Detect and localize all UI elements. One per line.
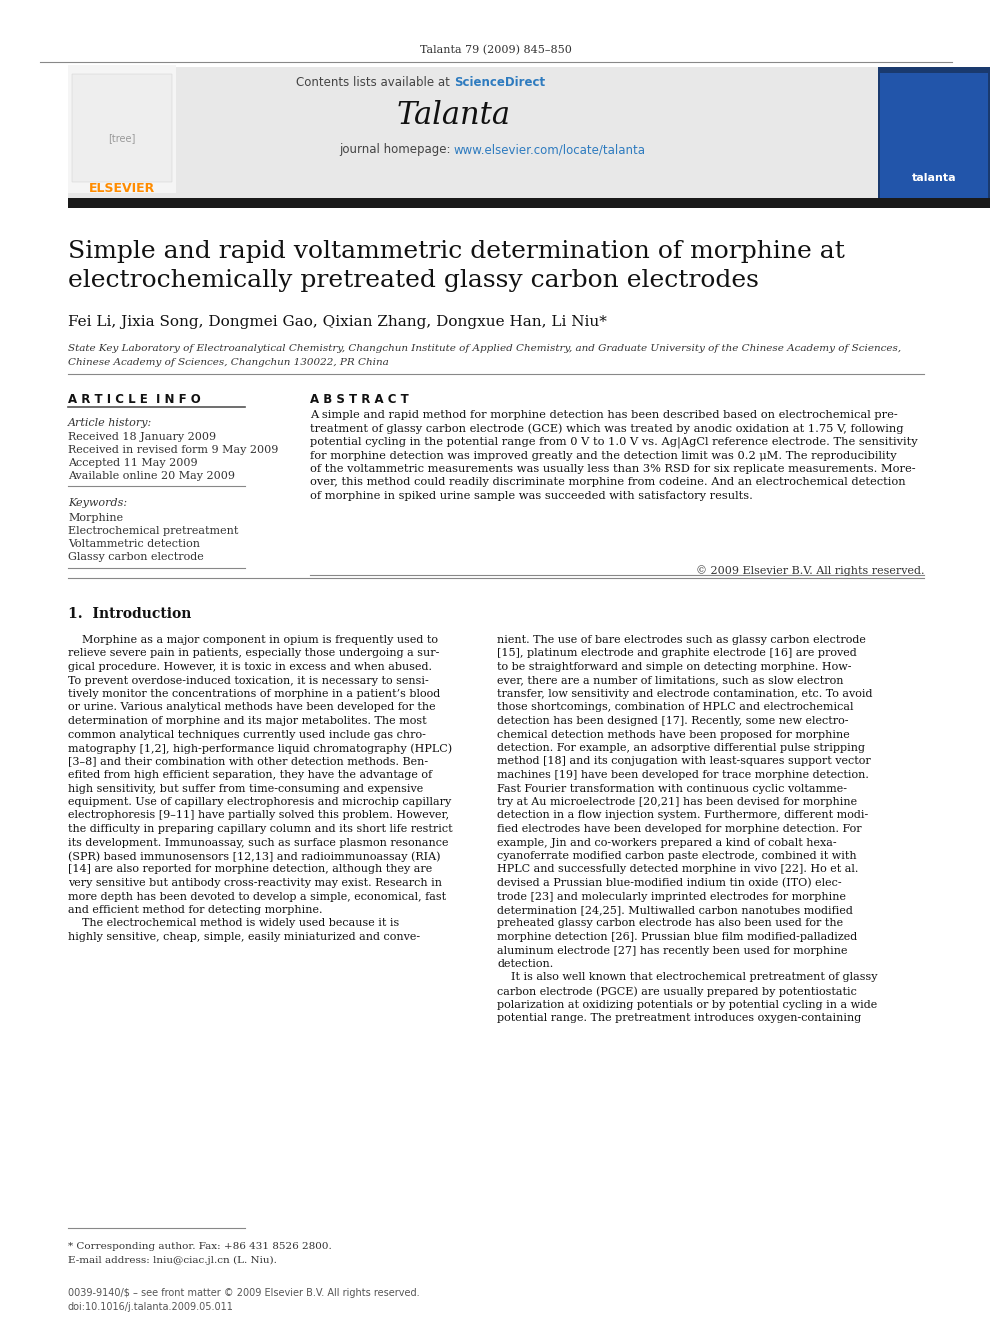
Text: Received 18 January 2009: Received 18 January 2009 [68, 433, 216, 442]
Text: HPLC and successfully detected morphine in vivo [22]. Ho et al.: HPLC and successfully detected morphine … [497, 864, 858, 875]
Text: gical procedure. However, it is toxic in excess and when abused.: gical procedure. However, it is toxic in… [68, 662, 432, 672]
Text: (SPR) based immunosensors [12,13] and radioimmunoassay (RIA): (SPR) based immunosensors [12,13] and ra… [68, 851, 440, 861]
Text: carbon electrode (PGCE) are usually prepared by potentiostatic: carbon electrode (PGCE) are usually prep… [497, 986, 857, 996]
Text: Simple and rapid voltammetric determination of morphine at
electrochemically pre: Simple and rapid voltammetric determinat… [68, 239, 845, 292]
Text: polarization at oxidizing potentials or by potential cycling in a wide: polarization at oxidizing potentials or … [497, 999, 877, 1009]
Text: Available online 20 May 2009: Available online 20 May 2009 [68, 471, 235, 482]
Text: detection in a flow injection system. Furthermore, different modi-: detection in a flow injection system. Fu… [497, 811, 868, 820]
Text: detection. For example, an adsorptive differential pulse stripping: detection. For example, an adsorptive di… [497, 744, 865, 753]
Text: 1.  Introduction: 1. Introduction [68, 607, 191, 620]
Text: [15], platinum electrode and graphite electrode [16] are proved: [15], platinum electrode and graphite el… [497, 648, 857, 659]
Text: determination of morphine and its major metabolites. The most: determination of morphine and its major … [68, 716, 427, 726]
Text: Talanta: Talanta [397, 99, 511, 131]
Text: devised a Prussian blue-modified indium tin oxide (ITO) elec-: devised a Prussian blue-modified indium … [497, 878, 841, 888]
Text: to be straightforward and simple on detecting morphine. How-: to be straightforward and simple on dete… [497, 662, 851, 672]
Text: detection.: detection. [497, 959, 554, 968]
Text: or urine. Various analytical methods have been developed for the: or urine. Various analytical methods hav… [68, 703, 435, 713]
Text: Electrochemical pretreatment: Electrochemical pretreatment [68, 527, 238, 536]
Text: ELSEVIER: ELSEVIER [89, 181, 155, 194]
Text: [14] are also reported for morphine detection, although they are: [14] are also reported for morphine dete… [68, 864, 433, 875]
Text: its development. Immunoassay, such as surface plasmon resonance: its development. Immunoassay, such as su… [68, 837, 448, 848]
Bar [68, 65, 176, 193]
Text: efited from high efficient separation, they have the advantage of: efited from high efficient separation, t… [68, 770, 433, 781]
Text: © 2009 Elsevier B.V. All rights reserved.: © 2009 Elsevier B.V. All rights reserved… [695, 565, 924, 576]
Text: highly sensitive, cheap, simple, easily miniaturized and conve-: highly sensitive, cheap, simple, easily … [68, 931, 421, 942]
Text: The electrochemical method is widely used because it is: The electrochemical method is widely use… [68, 918, 399, 929]
Text: aluminum electrode [27] has recently been used for morphine: aluminum electrode [27] has recently bee… [497, 946, 847, 955]
Text: Accepted 11 May 2009: Accepted 11 May 2009 [68, 458, 197, 468]
Text: ever, there are a number of limitations, such as slow electron: ever, there are a number of limitations,… [497, 676, 843, 685]
Bar [72, 74, 172, 183]
Text: electrophoresis [9–11] have partially solved this problem. However,: electrophoresis [9–11] have partially so… [68, 811, 449, 820]
Text: equipment. Use of capillary electrophoresis and microchip capillary: equipment. Use of capillary electrophore… [68, 796, 451, 807]
Text: Talanta 79 (2009) 845–850: Talanta 79 (2009) 845–850 [420, 45, 572, 56]
Text: It is also well known that electrochemical pretreatment of glassy: It is also well known that electrochemic… [497, 972, 878, 983]
Text: A R T I C L E  I N F O: A R T I C L E I N F O [68, 393, 200, 406]
Text: very sensitive but antibody cross-reactivity may exist. Research in: very sensitive but antibody cross-reacti… [68, 878, 442, 888]
Text: E-mail address: lniu@ciac.jl.cn (L. Niu).: E-mail address: lniu@ciac.jl.cn (L. Niu)… [68, 1256, 277, 1265]
Text: Keywords:: Keywords: [68, 497, 127, 508]
Text: chemical detection methods have been proposed for morphine: chemical detection methods have been pro… [497, 729, 850, 740]
Text: example, Jin and co-workers prepared a kind of cobalt hexa-: example, Jin and co-workers prepared a k… [497, 837, 836, 848]
Text: tively monitor the concentrations of morphine in a patient’s blood: tively monitor the concentrations of mor… [68, 689, 440, 699]
Bar [68, 67, 906, 200]
Text: Received in revised form 9 May 2009: Received in revised form 9 May 2009 [68, 445, 279, 455]
Text: Glassy carbon electrode: Glassy carbon electrode [68, 552, 203, 562]
Bar [68, 198, 990, 208]
Text: Contents lists available at: Contents lists available at [297, 77, 454, 90]
Text: nient. The use of bare electrodes such as glassy carbon electrode: nient. The use of bare electrodes such a… [497, 635, 866, 646]
Text: journal homepage:: journal homepage: [338, 143, 454, 156]
Text: Voltammetric detection: Voltammetric detection [68, 538, 200, 549]
Text: [3–8] and their combination with other detection methods. Ben-: [3–8] and their combination with other d… [68, 757, 429, 766]
Text: Fast Fourier transformation with continuous cyclic voltamme-: Fast Fourier transformation with continu… [497, 783, 847, 794]
Text: trode [23] and molecularly imprinted electrodes for morphine: trode [23] and molecularly imprinted ele… [497, 892, 846, 901]
Text: Morphine: Morphine [68, 513, 123, 523]
Text: matography [1,2], high-performance liquid chromatography (HPLC): matography [1,2], high-performance liqui… [68, 744, 452, 754]
Text: A B S T R A C T: A B S T R A C T [310, 393, 409, 406]
Text: ScienceDirect: ScienceDirect [454, 77, 546, 90]
Text: determination [24,25]. Multiwalled carbon nanotubes modified: determination [24,25]. Multiwalled carbo… [497, 905, 853, 916]
Text: A simple and rapid method for morphine detection has been described based on ele: A simple and rapid method for morphine d… [310, 410, 918, 500]
Text: Article history:: Article history: [68, 418, 152, 429]
Text: those shortcomings, combination of HPLC and electrochemical: those shortcomings, combination of HPLC … [497, 703, 853, 713]
Text: cyanoferrate modified carbon paste electrode, combined it with: cyanoferrate modified carbon paste elect… [497, 851, 857, 861]
Bar [880, 73, 988, 198]
Text: 0039-9140/$ – see front matter © 2009 Elsevier B.V. All rights reserved.: 0039-9140/$ – see front matter © 2009 El… [68, 1289, 420, 1298]
Text: www.elsevier.com/locate/talanta: www.elsevier.com/locate/talanta [454, 143, 646, 156]
Text: relieve severe pain in patients, especially those undergoing a sur-: relieve severe pain in patients, especia… [68, 648, 439, 659]
Text: * Corresponding author. Fax: +86 431 8526 2800.: * Corresponding author. Fax: +86 431 852… [68, 1242, 331, 1252]
Text: Morphine as a major component in opium is frequently used to: Morphine as a major component in opium i… [68, 635, 438, 646]
Text: and efficient method for detecting morphine.: and efficient method for detecting morph… [68, 905, 322, 916]
Text: machines [19] have been developed for trace morphine detection.: machines [19] have been developed for tr… [497, 770, 869, 781]
Text: transfer, low sensitivity and electrode contamination, etc. To avoid: transfer, low sensitivity and electrode … [497, 689, 873, 699]
Bar [878, 67, 990, 200]
Text: more depth has been devoted to develop a simple, economical, fast: more depth has been devoted to develop a… [68, 892, 446, 901]
Text: potential range. The pretreatment introduces oxygen-containing: potential range. The pretreatment introd… [497, 1013, 861, 1023]
Text: Fei Li, Jixia Song, Dongmei Gao, Qixian Zhang, Dongxue Han, Li Niu*: Fei Li, Jixia Song, Dongmei Gao, Qixian … [68, 315, 607, 329]
Text: fied electrodes have been developed for morphine detection. For: fied electrodes have been developed for … [497, 824, 862, 833]
Text: high sensitivity, but suffer from time-consuming and expensive: high sensitivity, but suffer from time-c… [68, 783, 424, 794]
Text: doi:10.1016/j.talanta.2009.05.011: doi:10.1016/j.talanta.2009.05.011 [68, 1302, 234, 1312]
Text: common analytical techniques currently used include gas chro-: common analytical techniques currently u… [68, 729, 426, 740]
Text: try at Au microelectrode [20,21] has been devised for morphine: try at Au microelectrode [20,21] has bee… [497, 796, 857, 807]
Text: detection has been designed [17]. Recently, some new electro-: detection has been designed [17]. Recent… [497, 716, 848, 726]
Text: morphine detection [26]. Prussian blue film modified-palladized: morphine detection [26]. Prussian blue f… [497, 931, 857, 942]
Text: To prevent overdose-induced toxication, it is necessary to sensi-: To prevent overdose-induced toxication, … [68, 676, 429, 685]
Text: the difficulty in preparing capillary column and its short life restrict: the difficulty in preparing capillary co… [68, 824, 452, 833]
Text: preheated glassy carbon electrode has also been used for the: preheated glassy carbon electrode has al… [497, 918, 843, 929]
Text: method [18] and its conjugation with least-squares support vector: method [18] and its conjugation with lea… [497, 757, 871, 766]
Text: State Key Laboratory of Electroanalytical Chemistry, Changchun Institute of Appl: State Key Laboratory of Electroanalytica… [68, 344, 901, 353]
Text: Chinese Academy of Sciences, Changchun 130022, PR China: Chinese Academy of Sciences, Changchun 1… [68, 359, 389, 366]
Text: talanta: talanta [912, 173, 956, 183]
Text: [tree]: [tree] [108, 134, 136, 143]
